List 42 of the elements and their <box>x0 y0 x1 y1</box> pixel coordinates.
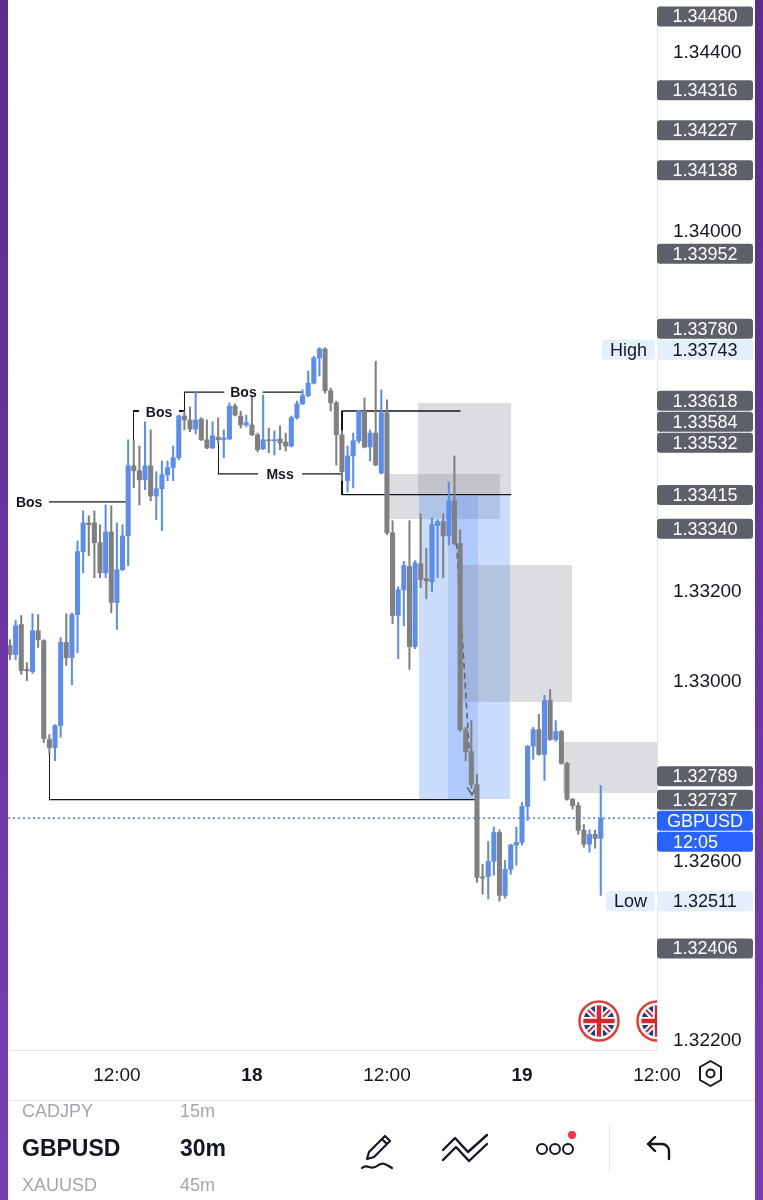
annotation: Bos <box>145 403 173 420</box>
y-tick-label: 1.32406 <box>672 938 738 959</box>
series-label: Bos <box>15 493 43 510</box>
y-tick-label: 1.33415 <box>672 485 738 506</box>
y-tick-label: 1.34480 <box>672 6 738 27</box>
x-tick-label: 18 <box>241 1063 263 1085</box>
y-tick-label: 1.33780 <box>672 318 738 339</box>
y-tick-label: 1.33532 <box>672 432 738 453</box>
y-tick-label: 1.32200 <box>673 1029 742 1051</box>
y-tick-label: 1.33000 <box>673 669 742 691</box>
y-tick-label: 1.33618 <box>672 390 738 411</box>
y-tick-label: 1.32600 <box>673 849 742 871</box>
y-tick-label: 1.33340 <box>672 518 738 539</box>
y-tick-label: 1.34138 <box>672 160 738 181</box>
series-label: Bos <box>230 384 257 401</box>
annotation: Low <box>613 891 648 912</box>
x-tick-label: 19 <box>511 1063 533 1085</box>
text: 12:05 <box>673 831 719 852</box>
text: 15m <box>180 1100 216 1122</box>
annotation: High <box>609 339 648 360</box>
text: GBPUSD <box>22 1134 121 1162</box>
ref-line-label: GBPUSD <box>666 810 744 831</box>
y-tick-label: 1.33584 <box>672 411 738 432</box>
y-tick-label: 1.34316 <box>672 80 738 101</box>
series-label: Mss <box>266 465 294 482</box>
text: XAUUSD <box>22 1174 98 1196</box>
y-tick-label: 1.34000 <box>673 220 742 242</box>
y-tick-label: 1.34400 <box>673 40 742 62</box>
x-tick-label: 12:00 <box>93 1063 141 1085</box>
y-tick-label: 1.33200 <box>673 579 742 601</box>
y-tick-label: 1.34227 <box>672 120 738 141</box>
text: 30m <box>180 1134 227 1162</box>
y-tick-label: 1.32737 <box>672 789 738 810</box>
text: 45m <box>180 1174 216 1196</box>
candlestick <box>271 430 277 456</box>
x-tick-label: 12:00 <box>363 1063 411 1085</box>
y-tick-label: 1.33952 <box>672 243 738 264</box>
x-tick-label: 12:00 <box>633 1063 681 1085</box>
y-tick-label: 1.32789 <box>672 766 738 787</box>
text: CADJPY <box>22 1100 94 1122</box>
y-tick-label: 1.33743 <box>672 339 738 360</box>
y-tick-label: 1.32511 <box>673 891 737 912</box>
